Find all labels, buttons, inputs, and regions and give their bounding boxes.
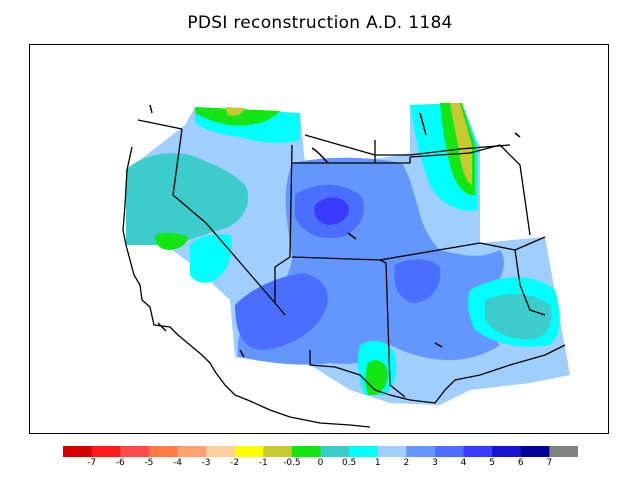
color-legend	[63, 446, 578, 457]
field-cyan-west	[190, 234, 232, 283]
legend-swatch	[434, 446, 465, 457]
field-olive-northeast	[450, 103, 472, 185]
lake-4	[419, 112, 427, 136]
lake-8	[239, 349, 245, 358]
legend-swatch	[120, 446, 150, 457]
legend-swatch	[177, 446, 207, 457]
border-nevada-utah	[274, 144, 293, 303]
map-frame	[29, 44, 609, 434]
legend-swatch	[291, 446, 321, 457]
border-northern	[292, 140, 411, 164]
legend-tick-label: -2	[230, 458, 240, 468]
legend-swatch	[91, 446, 121, 457]
legend-swatch	[206, 446, 236, 457]
field-olive-north	[225, 107, 245, 116]
legend-tick-label: -4	[172, 458, 182, 468]
lake-7	[157, 322, 167, 332]
legend-tick-label: -5	[144, 458, 154, 468]
border-texas	[514, 249, 546, 316]
boundaries	[122, 119, 566, 428]
legend-tick-label: 6	[517, 458, 524, 468]
legend-tick-label: 5	[489, 458, 496, 468]
legend-labels: -7 -6 -5 -4 -3 -2 -1 -0.5 0 0.5 1 2 3 4 5 6 7	[0, 458, 640, 472]
border-utah-colorado	[291, 256, 406, 398]
border-colorado-kansas	[379, 236, 546, 261]
border-canada	[137, 119, 511, 156]
legend-swatch	[406, 446, 436, 457]
legend-tick-label: -0.5	[283, 458, 301, 468]
lake-3	[347, 232, 357, 240]
lake-6	[434, 342, 443, 348]
field-green-north	[195, 107, 280, 126]
legend-swatch	[549, 446, 578, 457]
field-blue-3	[394, 259, 441, 303]
legend-tick-label: 7	[546, 458, 553, 468]
field-teal-west	[126, 153, 249, 245]
legend-swatch	[463, 446, 493, 457]
legend-tick-label: 2	[403, 458, 410, 468]
map-title: PDSI reconstruction A.D. 1184	[187, 13, 453, 33]
legend-swatch	[148, 446, 178, 457]
legend-tick-label: 0.5	[341, 458, 357, 468]
coastline	[122, 146, 236, 396]
legend-swatch	[349, 446, 379, 457]
field-green-west	[155, 232, 188, 250]
legend-tick-label: 4	[460, 458, 467, 468]
legend-swatch	[234, 446, 264, 457]
border-east-plains	[409, 144, 531, 236]
legend-swatch	[492, 446, 522, 457]
legend-swatch	[63, 446, 93, 457]
lake-5	[514, 132, 521, 138]
border-south	[309, 344, 566, 404]
lake-2	[311, 147, 329, 164]
legend-swatch	[320, 446, 350, 457]
legend-tick-label: -7	[87, 458, 97, 468]
lakes	[149, 104, 521, 358]
legend-tick-label: 0	[317, 458, 324, 468]
legend-tick-label: -6	[115, 458, 125, 468]
border-arizona-south	[234, 394, 371, 428]
legend-tick-label: 1	[374, 458, 381, 468]
border-northwest	[172, 128, 286, 316]
legend-tick-label: -3	[201, 458, 211, 468]
legend-swatch	[263, 446, 293, 457]
pdsi-map	[122, 103, 570, 428]
field-teal-east	[485, 293, 552, 340]
field-deep-blue	[314, 197, 349, 225]
legend-swatch	[520, 446, 550, 457]
legend-swatch	[377, 446, 407, 457]
legend-tick-label: 3	[432, 458, 438, 468]
legend-tick-label: -1	[258, 458, 268, 468]
pdsi-field	[126, 103, 570, 405]
lake-1	[149, 104, 153, 114]
